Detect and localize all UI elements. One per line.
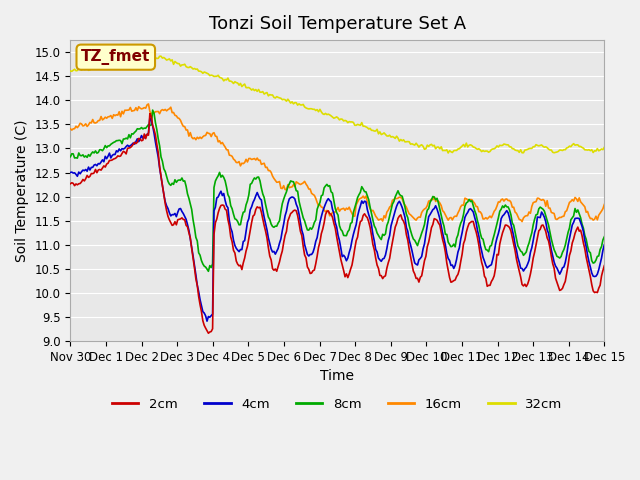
Title: Tonzi Soil Temperature Set A: Tonzi Soil Temperature Set A <box>209 15 466 33</box>
Text: TZ_fmet: TZ_fmet <box>81 49 150 65</box>
Y-axis label: Soil Temperature (C): Soil Temperature (C) <box>15 120 29 262</box>
Legend: 2cm, 4cm, 8cm, 16cm, 32cm: 2cm, 4cm, 8cm, 16cm, 32cm <box>107 393 568 416</box>
X-axis label: Time: Time <box>321 369 355 384</box>
